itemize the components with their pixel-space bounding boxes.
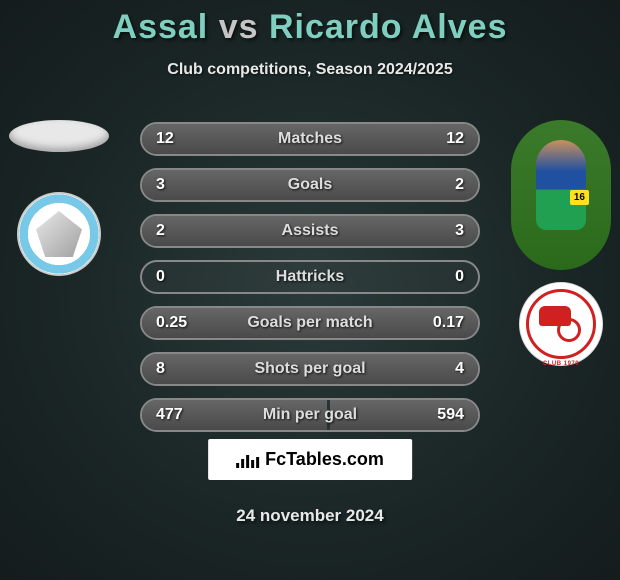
- chart-icon: [236, 452, 259, 468]
- page-title: Assal vs Ricardo Alves: [0, 0, 620, 47]
- title-vs: vs: [219, 8, 259, 46]
- stat-label: Goals per match: [247, 314, 372, 332]
- stat-row: 0 Hattricks 0: [140, 260, 480, 294]
- stat-value-left: 3: [156, 176, 165, 194]
- stat-value-right: 0: [455, 268, 464, 286]
- stats-comparison-chart: 12 Matches 12 3 Goals 2 2 Assists 3 0 Hattricks 0 0.…: [140, 122, 480, 444]
- title-player2: Ricardo Alves: [269, 8, 508, 46]
- player2-club-badge: CLUB 1970: [519, 282, 603, 366]
- chart-icon-bar: [241, 459, 244, 468]
- stat-label: Goals: [288, 176, 332, 194]
- branding-badge[interactable]: FcTables.com: [208, 439, 412, 480]
- date-label: 24 november 2024: [236, 506, 383, 526]
- stat-row: 2 Assists 3: [140, 214, 480, 248]
- stat-value-left: 2: [156, 222, 165, 240]
- chart-icon-bar: [246, 455, 249, 468]
- stat-label: Hattricks: [276, 268, 344, 286]
- stat-value-left: 8: [156, 360, 165, 378]
- left-player-column: [4, 120, 114, 276]
- stat-value-right: 594: [437, 406, 464, 424]
- stat-value-right: 4: [455, 360, 464, 378]
- stat-label: Matches: [278, 130, 342, 148]
- chart-icon-bar: [251, 460, 254, 468]
- stat-value-left: 0: [156, 268, 165, 286]
- stat-row: 477 Min per goal 594: [140, 398, 480, 432]
- tractor-club-icon: [526, 289, 596, 359]
- chart-icon-bar: [236, 463, 239, 468]
- stat-label: Assists: [282, 222, 339, 240]
- stat-value-left: 0.25: [156, 314, 187, 332]
- right-player-column: CLUB 1970: [506, 120, 616, 366]
- subtitle: Club competitions, Season 2024/2025: [0, 61, 620, 79]
- stat-row: 8 Shots per goal 4: [140, 352, 480, 386]
- stat-row: 3 Goals 2: [140, 168, 480, 202]
- title-player1: Assal: [113, 8, 209, 46]
- stat-value-left: 12: [156, 130, 174, 148]
- branding-label: FcTables.com: [265, 449, 384, 470]
- player1-club-badge: [17, 192, 101, 276]
- stat-label: Shots per goal: [254, 360, 365, 378]
- stat-value-right: 0.17: [433, 314, 464, 332]
- stat-value-right: 2: [455, 176, 464, 194]
- chart-icon-bar: [256, 457, 259, 468]
- player2-photo: [511, 120, 611, 270]
- club-crest-icon: [36, 211, 82, 257]
- stat-value-right: 3: [455, 222, 464, 240]
- stat-row: 0.25 Goals per match 0.17: [140, 306, 480, 340]
- player1-photo: [9, 120, 109, 152]
- stat-row: 12 Matches 12: [140, 122, 480, 156]
- stat-value-left: 477: [156, 406, 183, 424]
- stat-label: Min per goal: [263, 406, 357, 424]
- club-ring-text: CLUB 1970: [543, 361, 579, 367]
- stat-value-right: 12: [446, 130, 464, 148]
